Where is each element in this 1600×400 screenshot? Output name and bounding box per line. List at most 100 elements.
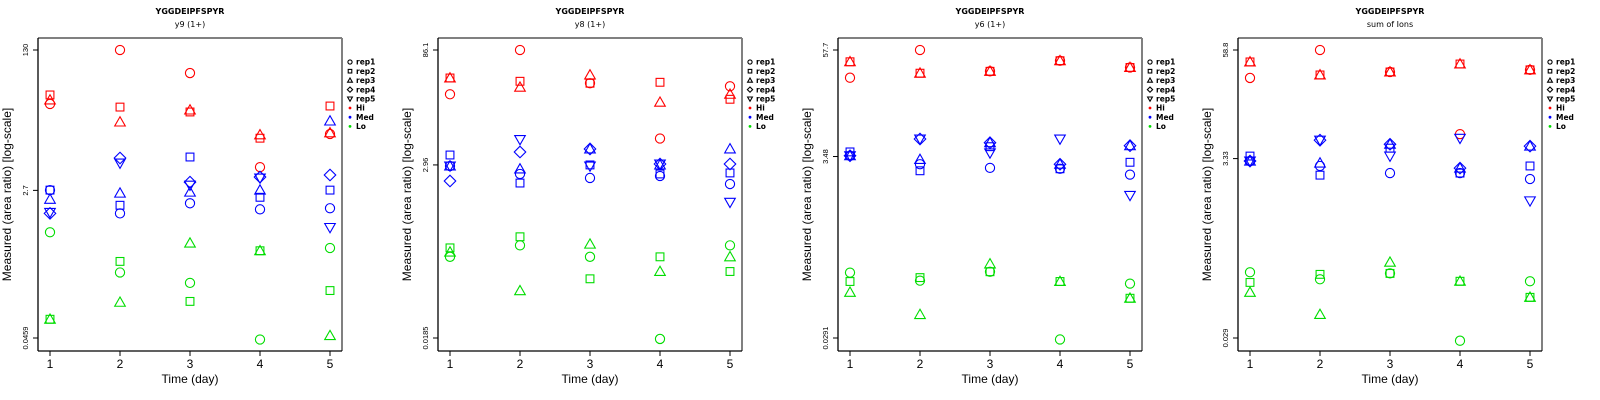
legend-rep3-icon <box>1146 76 1154 83</box>
data-point-lo-rep1 <box>1314 274 1326 285</box>
data-point-lo-rep3 <box>913 308 927 320</box>
data-point-lo-rep3 <box>43 312 57 324</box>
data-point-med-rep2 <box>185 152 195 162</box>
data-point-hi-rep1 <box>514 44 526 56</box>
data-point-hi-rep3 <box>183 103 197 115</box>
legend-rep4-icon <box>346 86 354 94</box>
y-tick-label: 86.1 <box>421 43 430 58</box>
legend-med-dot-icon <box>1548 115 1552 119</box>
legend-label: rep4 <box>1556 85 1575 94</box>
data-point-lo-rep3 <box>1453 274 1467 286</box>
data-point-med-rep3 <box>183 185 197 197</box>
data-point-lo-rep1 <box>1124 278 1136 289</box>
data-point-med-rep2 <box>1525 161 1535 171</box>
y-axis-label: Measured (area ratio) [log-scale] <box>400 108 414 281</box>
data-point-hi-rep2 <box>655 77 665 87</box>
data-point-med-rep4 <box>1383 137 1397 151</box>
legend-rep3-icon <box>346 76 354 83</box>
data-point-med-rep5 <box>1123 190 1137 202</box>
data-point-med-rep3 <box>1123 139 1137 151</box>
legend-label: rep3 <box>356 76 375 85</box>
legend-lo-dot-icon <box>1548 125 1552 128</box>
data-point-med-rep5 <box>253 173 267 185</box>
data-point-med-rep5 <box>323 222 337 234</box>
legend-label: rep2 <box>1156 67 1175 76</box>
legend-label: Hi <box>1156 104 1165 113</box>
data-point-hi-rep1 <box>444 89 456 100</box>
legend-label: rep5 <box>1556 95 1575 104</box>
data-point-hi-rep3 <box>1123 61 1137 72</box>
data-point-lo-rep3 <box>723 250 737 262</box>
data-point-med-rep3 <box>1243 154 1257 166</box>
data-point-med-rep5 <box>723 197 737 209</box>
data-point-lo-rep1 <box>1384 268 1396 279</box>
data-point-lo-rep2 <box>325 286 335 296</box>
data-point-med-rep3 <box>913 153 927 164</box>
panel-subtitle: y6 (1+) <box>975 20 1005 29</box>
panel-title: YGGDEIPFSPYR <box>955 7 1025 16</box>
panel-2: YGGDEIPFSPYR y8 (1+) 86.1 2.96 0.0185 1 2 3 4 5 Ti… <box>400 7 775 386</box>
legend-label: rep1 <box>356 58 375 67</box>
y-axis-label: Measured (area ratio) [log-scale] <box>800 108 814 281</box>
data-point-med-rep2 <box>915 166 925 176</box>
data-point-lo-rep1 <box>324 242 336 254</box>
y-tick-label: 0.029 <box>1221 329 1230 348</box>
x-tick-label: 3 <box>987 357 994 371</box>
data-point-lo-rep2 <box>515 232 525 242</box>
data-point-hi-rep1 <box>1244 72 1256 84</box>
legend-label: rep1 <box>1556 58 1575 67</box>
data-point-lo-rep1 <box>724 240 736 251</box>
data-point-lo-rep1 <box>514 240 526 251</box>
legend-rep1-icon <box>347 59 353 65</box>
legend-label: rep5 <box>1156 95 1175 104</box>
data-point-med-rep1 <box>1124 169 1136 180</box>
data-point-hi-rep3 <box>253 128 267 140</box>
x-tick-label: 5 <box>1127 357 1134 371</box>
data-point-hi-rep2 <box>325 101 335 111</box>
data-point-med-rep5 <box>1243 156 1257 168</box>
y-tick-label: 0.0459 <box>21 327 30 350</box>
data-point-med-rep3 <box>843 149 857 161</box>
legend-rep2-icon <box>1147 68 1153 74</box>
x-axis-label: Time (day) <box>562 372 619 386</box>
legend-label: rep2 <box>1556 67 1575 76</box>
data-point-med-rep2 <box>255 192 265 202</box>
data-point-med-rep5 <box>1453 133 1467 145</box>
panel-title: YGGDEIPFSPYR <box>155 7 225 16</box>
data-point-hi-rep1 <box>324 128 336 140</box>
legend-rep2-icon <box>1547 68 1553 74</box>
data-point-hi-rep1 <box>724 81 736 92</box>
data-point-hi-rep2 <box>45 90 55 100</box>
data-point-med-rep2 <box>115 200 125 210</box>
legend-lo-dot-icon <box>1148 125 1152 128</box>
legend-label: rep4 <box>756 85 775 94</box>
data-point-lo-rep2 <box>655 252 665 262</box>
data-point-lo-rep3 <box>1523 290 1537 302</box>
y-tick-label: 57.7 <box>821 43 830 58</box>
data-point-lo-rep3 <box>843 285 857 297</box>
legend-med-dot-icon <box>1148 115 1152 119</box>
data-point-med-rep3 <box>1053 157 1067 169</box>
data-point-hi-rep2 <box>255 133 265 143</box>
x-axis-label: Time (day) <box>1362 372 1419 386</box>
data-point-hi-rep2 <box>585 78 595 88</box>
data-point-med-rep5 <box>653 159 667 171</box>
data-point-hi-rep1 <box>584 78 596 89</box>
data-point-lo-rep3 <box>253 244 267 256</box>
data-point-med-rep3 <box>513 162 527 174</box>
y-tick-label: 3.33 <box>1221 151 1230 166</box>
data-point-med-rep1 <box>254 204 266 215</box>
data-point-lo-rep3 <box>1313 308 1327 320</box>
data-point-med-rep1 <box>514 168 526 180</box>
data-point-lo-rep3 <box>1053 275 1067 287</box>
data-point-hi-rep3 <box>843 55 857 67</box>
data-point-lo-rep3 <box>983 257 997 269</box>
data-point-hi-rep1 <box>1314 44 1326 56</box>
data-point-med-rep2 <box>1455 168 1465 178</box>
data-point-med-rep3 <box>113 186 127 198</box>
data-point-med-rep3 <box>1523 139 1537 151</box>
legend-label: Lo <box>1556 122 1566 131</box>
data-point-med-rep1 <box>1454 167 1466 179</box>
